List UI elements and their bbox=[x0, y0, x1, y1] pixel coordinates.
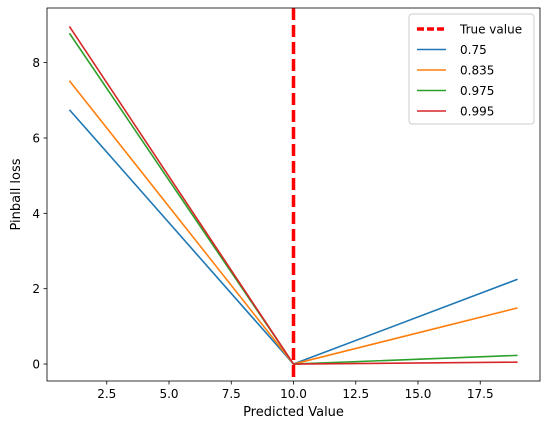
legend-label: 0.835 bbox=[460, 64, 494, 78]
x-tick-label: 10.0 bbox=[280, 387, 307, 401]
plot-area bbox=[68, 8, 518, 381]
y-tick-label: 8 bbox=[32, 56, 40, 70]
x-tick-label: 2.5 bbox=[97, 387, 116, 401]
x-tick-label: 17.5 bbox=[467, 387, 494, 401]
legend-label: 0.75 bbox=[460, 43, 487, 57]
legend: True value 0.75 0.835 0.975 0.995 bbox=[408, 13, 535, 125]
y-tick-label: 4 bbox=[32, 207, 40, 221]
x-tick-label: 5.0 bbox=[159, 387, 178, 401]
legend-label: 0.975 bbox=[460, 84, 494, 98]
y-tick-label: 2 bbox=[32, 282, 40, 296]
x-axis-ticks: 2.5 5.0 7.5 10.0 12.5 15.0 17.5 bbox=[97, 381, 494, 401]
x-tick-label: 12.5 bbox=[342, 387, 369, 401]
y-axis-ticks: 0 2 4 6 8 bbox=[32, 56, 47, 372]
legend-box bbox=[408, 13, 535, 125]
x-axis-label: Predicted Value bbox=[243, 405, 344, 420]
series-line-0.995 bbox=[68, 26, 518, 365]
x-tick-label: 15.0 bbox=[405, 387, 432, 401]
y-tick-label: 0 bbox=[32, 358, 40, 372]
axes-frame bbox=[46, 7, 541, 382]
y-tick-label: 6 bbox=[32, 131, 40, 145]
legend-label: 0.995 bbox=[460, 105, 494, 119]
y-axis-label: Pinball loss bbox=[9, 158, 24, 230]
legend-label: True value bbox=[459, 23, 522, 37]
x-tick-label: 7.5 bbox=[222, 387, 241, 401]
